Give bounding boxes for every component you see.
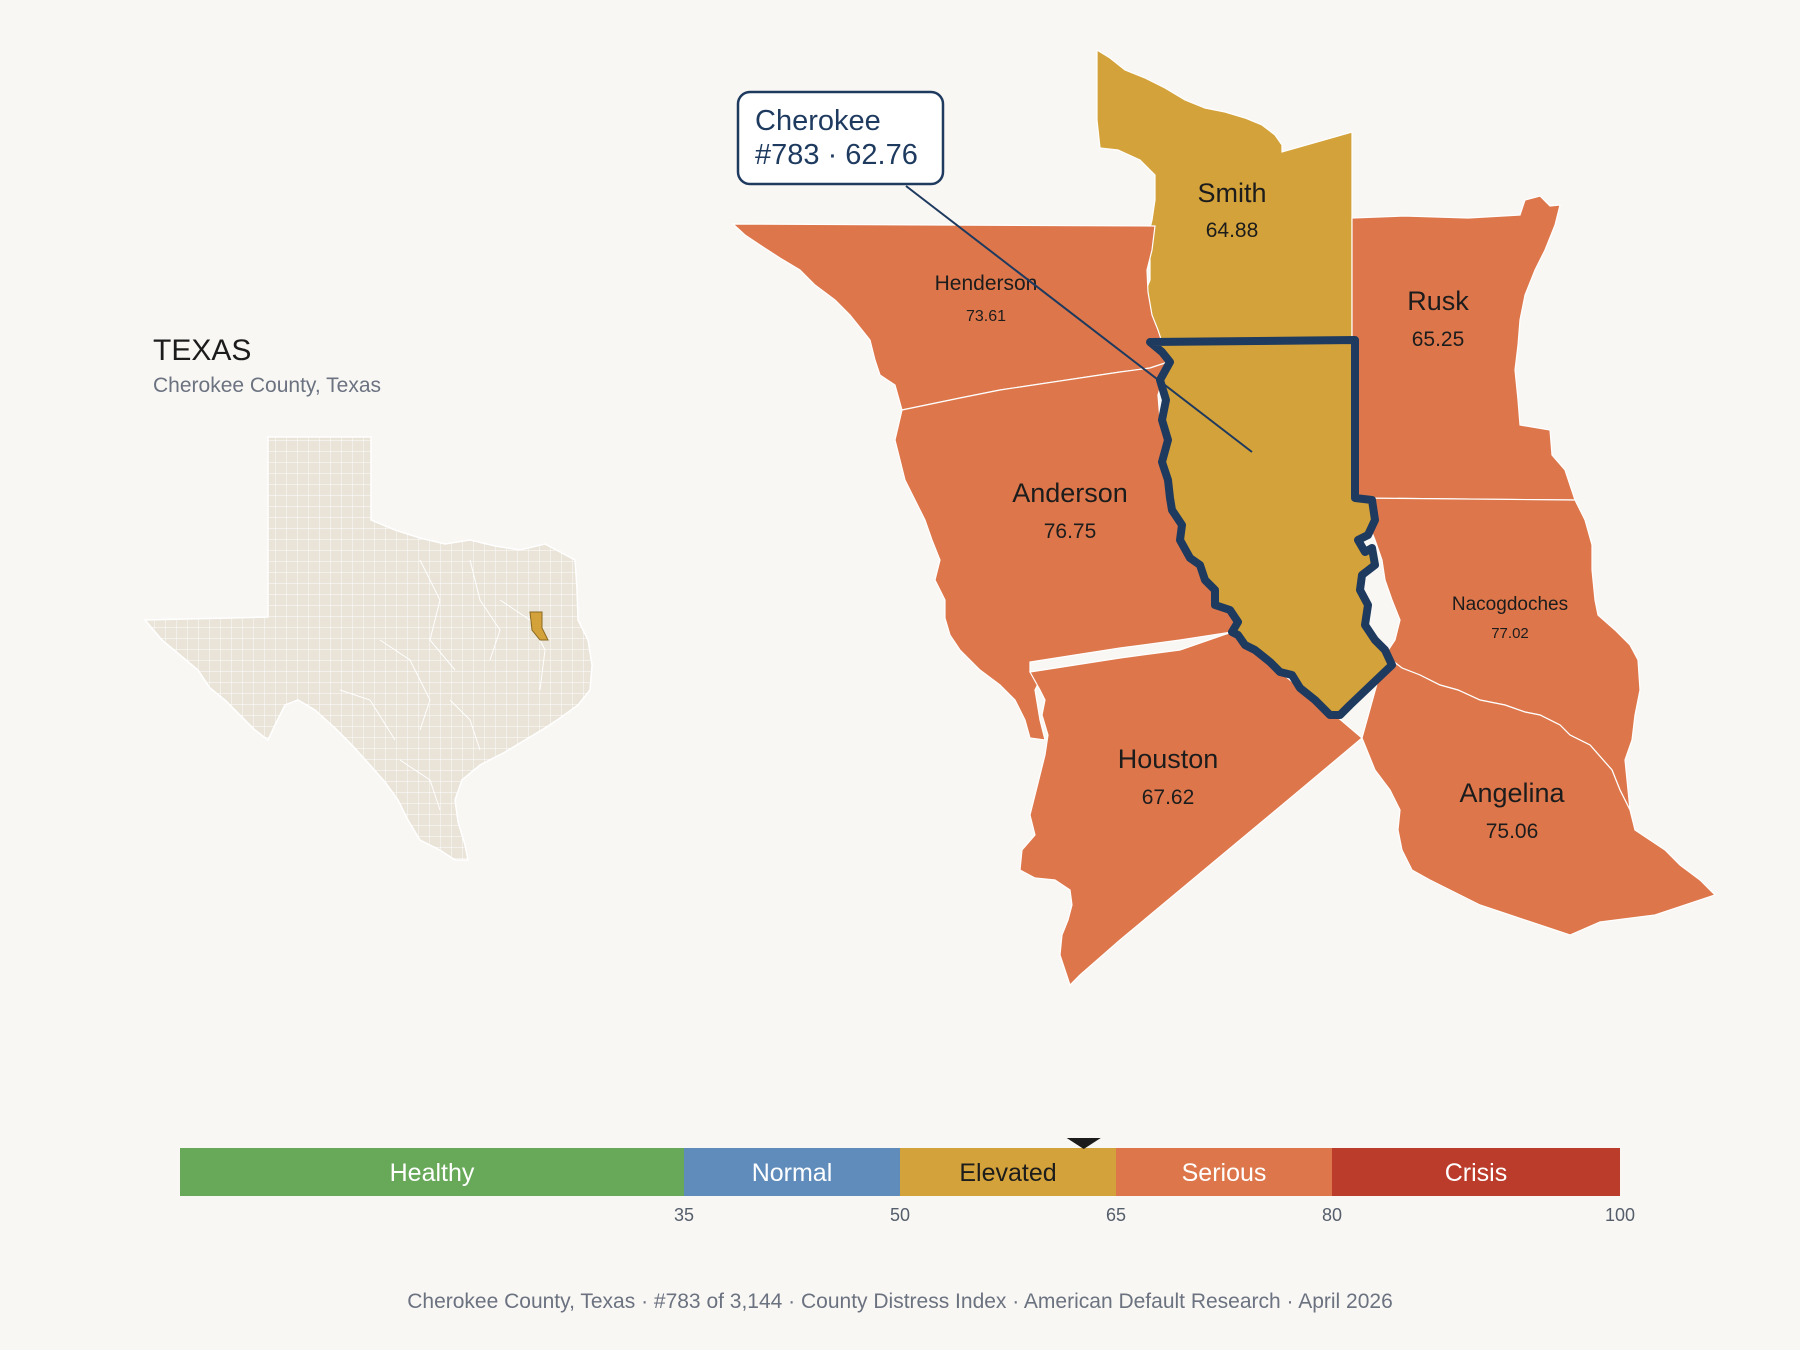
scale-band-label: Crisis (1445, 1159, 1508, 1187)
label-angelina-value: 75.06 (1486, 820, 1539, 843)
scale-tick-label: 50 (890, 1205, 910, 1225)
cherokee-callout: Cherokee #783 · 62.76 (736, 90, 1253, 453)
callout-leader-line (905, 185, 1253, 453)
label-houston-value: 67.62 (1142, 786, 1195, 809)
county-rusk[interactable] (1351, 195, 1576, 501)
label-smith-value: 64.88 (1206, 219, 1259, 242)
label-henderson-name: Henderson (935, 272, 1038, 295)
county-angelina[interactable] (1361, 653, 1717, 936)
scale-band-label: Healthy (390, 1159, 475, 1187)
label-rusk-value: 65.25 (1412, 328, 1465, 351)
label-smith-name: Smith (1197, 178, 1266, 208)
callout-box (736, 90, 945, 186)
inset-state-title: TEXAS (153, 334, 251, 367)
scale-band-label: Elevated (959, 1159, 1056, 1187)
distress-scale: Healthy Normal Elevated Serious Crisis 35 50 65… (180, 1138, 1635, 1225)
label-houston-name: Houston (1118, 744, 1219, 774)
texas-inset: TEXAS Cherokee County, Texas (143, 334, 593, 861)
footer-caption: Cherokee County, Texas · #783 of 3,144 ·… (407, 1290, 1393, 1313)
label-rusk-name: Rusk (1407, 286, 1469, 316)
county-anderson[interactable] (894, 361, 1246, 741)
inset-subtitle: Cherokee County, Texas (153, 374, 381, 397)
label-anderson-value: 76.75 (1044, 520, 1097, 543)
scale-tick-label: 80 (1322, 1205, 1342, 1225)
regional-map: Smith 64.88 Henderson 73.61 Rusk 65.25 A… (731, 48, 1717, 987)
scale-tick-label: 65 (1106, 1205, 1126, 1225)
label-angelina-name: Angelina (1459, 778, 1565, 808)
callout-rank-value: #783 · 62.76 (755, 139, 918, 171)
scale-band-label: Serious (1182, 1159, 1267, 1187)
label-nacogdoches-value: 77.02 (1491, 625, 1529, 642)
scale-band-elevated (900, 1148, 1116, 1196)
inset-cherokee-highlight (529, 611, 549, 641)
county-cherokee[interactable] (1146, 336, 1396, 719)
scale-band-label: Normal (752, 1159, 833, 1187)
callout-county-name: Cherokee (755, 105, 881, 137)
label-anderson-name: Anderson (1012, 478, 1128, 508)
scale-band-serious (1116, 1148, 1332, 1196)
county-labels: Smith 64.88 Henderson 73.61 Rusk 65.25 A… (935, 178, 1568, 843)
scale-tick-label: 35 (674, 1205, 694, 1225)
scale-tick-label: 100 (1605, 1205, 1635, 1225)
scale-marker-triangle-icon (1066, 1138, 1101, 1149)
label-nacogdoches-name: Nacogdoches (1452, 594, 1568, 615)
scale-band-normal (684, 1148, 900, 1196)
label-henderson-value: 73.61 (966, 308, 1006, 325)
texas-state-shape (143, 436, 593, 861)
scale-band-crisis (1332, 1148, 1620, 1196)
scale-band-healthy (180, 1148, 684, 1196)
